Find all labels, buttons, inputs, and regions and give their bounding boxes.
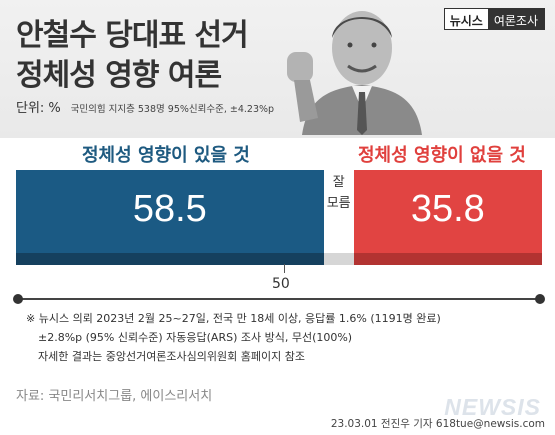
bar-yes-value-label: 58.5 <box>132 188 207 230</box>
brand-section: 여론조사 <box>487 9 544 29</box>
bar-dontknow-shadow <box>323 253 354 265</box>
brand-badge: 뉴시스 여론조사 <box>443 8 545 30</box>
bar-no-shadow <box>353 253 542 265</box>
newsis-watermark: NEWSIS <box>444 394 541 420</box>
data-source: 자료: 국민리서치그룹, 에이스리서치 <box>16 389 213 404</box>
divider-dot-left <box>13 294 23 304</box>
note-line-3: 자세한 결과는 중앙선거여론조사심의위원회 홈페이지 참조 <box>38 350 305 363</box>
unit-value: % <box>48 101 61 116</box>
note-line-1: ※ 뉴시스 의뢰 2023년 2월 25~27일, 전국 만 18세 이상, 응… <box>26 312 441 325</box>
dontknow-label-line-2: 모름 <box>326 196 351 211</box>
author-credit: 23.03.01 전진우 기자 618tue@newsis.com <box>330 418 545 430</box>
category-label-no: 정체성 영향이 없을 것 <box>358 145 526 166</box>
bar-dontknow <box>323 170 354 253</box>
bar-no-value-label: 35.8 <box>410 188 485 230</box>
bar-yes <box>16 170 324 253</box>
bar-yes-shadow <box>16 253 324 265</box>
dontknow-label-line-1: 잘 <box>332 175 345 190</box>
midpoint-label: 50 <box>272 276 290 292</box>
title-line-2: 정체성 영향 여론 <box>16 58 222 93</box>
divider-line <box>13 294 545 304</box>
unit-row: 단위: % 국민의힘 지지층 538명 95%신뢰수준, ±4.23%p <box>16 97 274 116</box>
unit-label: 단위: <box>16 101 45 116</box>
brand-name: 뉴시스 <box>444 9 488 29</box>
note-line-2: ±2.8%p (95% 신뢰수준) 자동응답(ARS) 조사 방식, 무선(10… <box>38 331 353 344</box>
title-line-1: 안철수 당대표 선거 <box>16 18 249 53</box>
survey-notes: ※ 뉴시스 의뢰 2023년 2월 25~27일, 전국 만 18세 이상, 응… <box>26 309 441 366</box>
bar-no <box>353 170 542 253</box>
sample-info: 국민의힘 지지층 538명 95%신뢰수준, ±4.23%p <box>70 104 275 115</box>
category-label-yes: 정체성 영향이 있을 것 <box>82 145 250 166</box>
midpoint-tick <box>284 264 285 273</box>
divider-dot-right <box>535 294 545 304</box>
politician-portrait-icon <box>287 11 422 135</box>
